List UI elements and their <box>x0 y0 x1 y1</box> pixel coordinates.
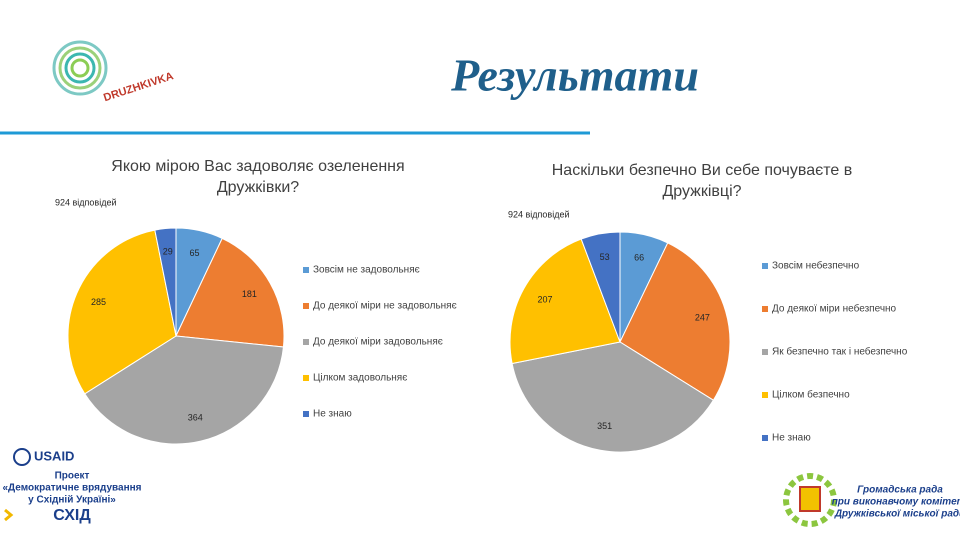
data-label: 351 <box>597 421 612 431</box>
data-label: 181 <box>242 289 257 299</box>
usaid-text: USAID <box>34 448 74 463</box>
pie-slice <box>580 231 621 343</box>
logo-mark <box>52 40 108 96</box>
legend-label: Зовсім небезпечно <box>772 260 860 272</box>
pie-slice <box>84 335 284 445</box>
pie-slice <box>175 237 285 348</box>
annotation: 924 відповідей <box>508 209 570 219</box>
council-line: при виконавчому комітеті <box>832 497 960 508</box>
legend-label: До деякої міри небезпечно <box>772 303 897 315</box>
legend-label: Цілком безпечно <box>772 389 850 401</box>
data-label: 207 <box>537 295 552 305</box>
data-label: 247 <box>695 312 710 322</box>
project-line: Проект <box>55 471 90 482</box>
pie-slice <box>154 227 177 337</box>
legend-swatch <box>762 263 768 269</box>
pie-slice <box>67 229 177 395</box>
chart-title: Якою мірою Вас задоволяє озеленення Друж… <box>111 158 405 196</box>
project-line: «Демократичне врядування <box>3 483 142 494</box>
legend-swatch <box>762 306 768 312</box>
legend-label: Не знаю <box>313 409 352 420</box>
council-logo <box>783 473 837 527</box>
data-label: 53 <box>600 252 610 262</box>
legend-label: До деякої міри задовольняє <box>313 337 443 348</box>
legend-label: Не знаю <box>772 433 811 444</box>
logo-text: DRUZHKIVKA <box>102 70 175 104</box>
data-label: 29 <box>163 247 173 257</box>
legend-swatch <box>303 375 309 381</box>
legend-swatch <box>762 349 768 355</box>
legend-label: До деякої міри не задовольняє <box>313 301 457 312</box>
council-line: Дружківської міської ради <box>834 509 960 520</box>
usaid-logo: USAID <box>13 448 74 466</box>
legend-swatch <box>303 339 309 345</box>
legend-swatch <box>762 392 768 398</box>
legend-swatch <box>303 411 309 417</box>
data-label: 66 <box>634 253 644 263</box>
slide-title: Результати <box>450 50 699 101</box>
shid-logo: СХІД <box>53 507 91 524</box>
council-line: Громадська рада <box>857 485 943 496</box>
arrow-icon <box>4 508 14 522</box>
legend-label: Цілком задовольняє <box>313 373 407 384</box>
legend-label: Зовсім не задовольняє <box>313 265 420 276</box>
legend-label: Як безпечно так і небезпечно <box>772 346 908 358</box>
data-label: 65 <box>189 248 199 258</box>
project-line: у Східній Україні» <box>28 495 116 506</box>
legend-swatch <box>303 303 309 309</box>
data-label: 285 <box>91 297 106 307</box>
annotation: 924 відповідей <box>55 197 117 207</box>
chart-title: Наскільки безпечно Ви себе почуваєте в Д… <box>551 162 853 200</box>
legend-swatch <box>762 435 768 441</box>
pie-slice <box>511 341 715 453</box>
pie-slice <box>619 242 731 401</box>
data-label: 364 <box>188 412 203 422</box>
legend-swatch <box>303 267 309 273</box>
